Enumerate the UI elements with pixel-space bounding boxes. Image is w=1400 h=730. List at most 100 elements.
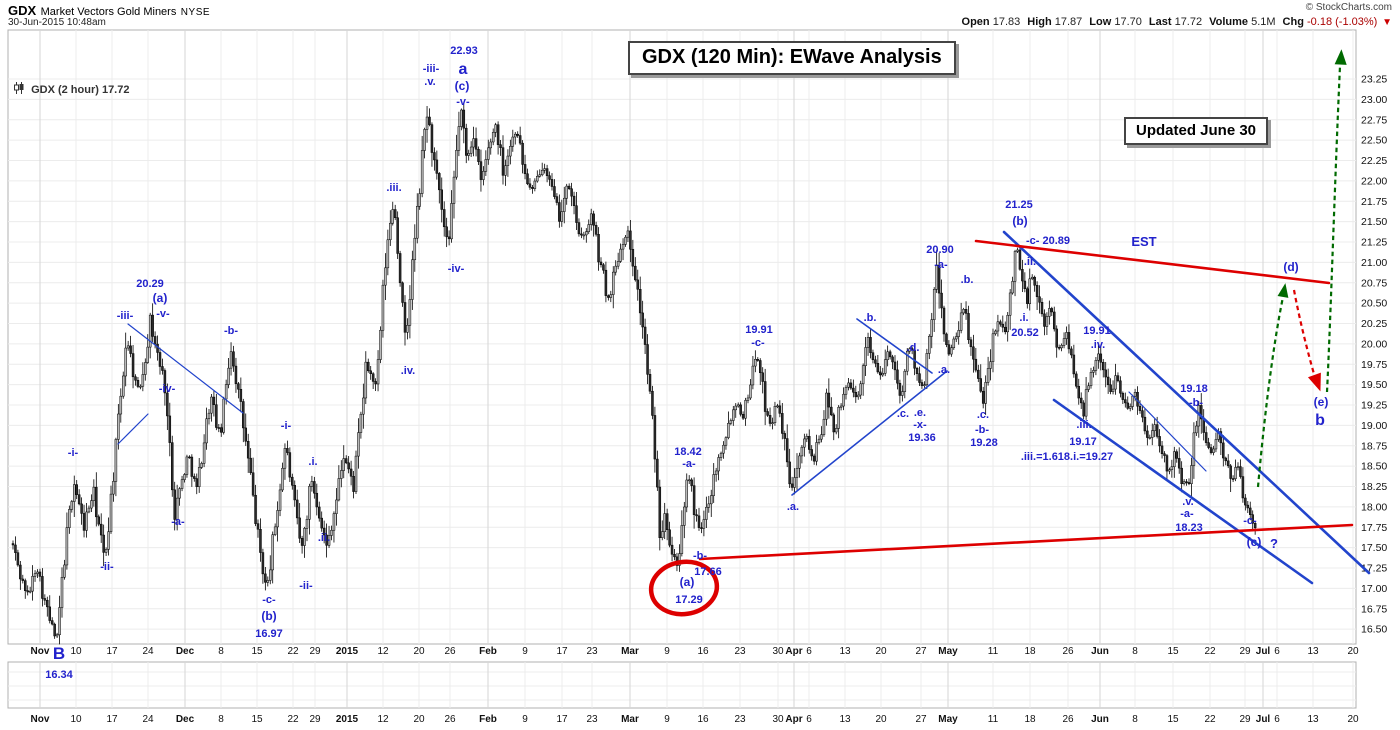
svg-text:18.75: 18.75 [1361, 440, 1387, 452]
svg-text:Jul: Jul [1256, 714, 1271, 725]
svg-text:26: 26 [1062, 714, 1074, 725]
wave-label: .b. [961, 274, 974, 286]
svg-text:19.25: 19.25 [1361, 400, 1387, 412]
wave-label: -a- [934, 259, 948, 271]
wave-label: .a. [787, 501, 799, 513]
wave-label: 19.17 [1069, 436, 1097, 448]
wave-label: -iii- [423, 63, 440, 75]
wave-label: .v. [424, 76, 435, 88]
wave-label: 19.91 [1083, 325, 1111, 337]
svg-text:29: 29 [309, 646, 321, 657]
svg-text:24: 24 [142, 646, 154, 657]
svg-text:16.75: 16.75 [1361, 603, 1387, 615]
svg-text:23.25: 23.25 [1361, 74, 1387, 86]
wave-label: -x- [913, 419, 927, 431]
quote-field-value: 17.87 [1051, 16, 1083, 28]
svg-text:Feb: Feb [479, 714, 497, 725]
svg-text:6: 6 [1274, 646, 1280, 657]
wave-label: .iii. [386, 182, 401, 194]
wave-label: .e. [914, 407, 926, 419]
wave-label: 20.52 [1011, 327, 1039, 339]
blue-trendline [1128, 391, 1207, 472]
wave-label: 17.29 [675, 594, 703, 606]
wave-annotations: 20.29(a)-iii- -v--b--iv--i--ii--a--i-.i..… [45, 45, 1328, 681]
svg-text:22: 22 [287, 714, 299, 725]
svg-text:22.25: 22.25 [1361, 155, 1387, 167]
svg-text:10: 10 [70, 714, 82, 725]
wave-label: -a- [1180, 508, 1194, 520]
wave-label: (c) [1247, 535, 1262, 549]
blue-trendline [1052, 398, 1314, 585]
svg-text:21.25: 21.25 [1361, 237, 1387, 249]
wave-label: .i. [308, 456, 317, 468]
svg-text:15: 15 [1167, 714, 1179, 725]
svg-text:Jul: Jul [1256, 646, 1271, 657]
quote-field-value: 5.1M [1248, 16, 1276, 28]
blue-trendline [127, 323, 244, 414]
svg-text:20: 20 [1347, 714, 1359, 725]
wave-label: (d) [1283, 260, 1298, 274]
wave-label: (a) [153, 291, 168, 305]
chart-legend-label: GDX (2 hour) 17.72 [31, 84, 130, 96]
quote-field-label: Low [1089, 16, 1112, 28]
copyright-label: © StockCharts.com [1305, 2, 1392, 13]
svg-text:15: 15 [1167, 646, 1179, 657]
wave-label: .i. [1019, 312, 1028, 324]
wave-label: b [1315, 412, 1325, 429]
svg-text:9: 9 [522, 646, 528, 657]
quote-field-label: Volume [1209, 16, 1249, 28]
svg-text:17: 17 [556, 646, 568, 657]
chart-title-box: GDX (120 Min): EWave Analysis [628, 41, 956, 75]
svg-text:20: 20 [413, 714, 425, 725]
chart-timestamp: 30-Jun-2015 10:48am [8, 17, 106, 28]
projection-arrows [1256, 49, 1347, 488]
wave-label: (b) [261, 609, 276, 623]
red-projection-arrow-head [1307, 372, 1321, 392]
svg-text:17: 17 [556, 714, 568, 725]
quote-field-label: Chg [1282, 16, 1304, 28]
x-axis-labels-row2: Nov 10 17 24 Dec 8 15 22 29 2015 12 20 26 Feb 9 17 23 Mar… [31, 714, 1359, 725]
chart-legend: GDX (2 hour) 17.72 [14, 82, 129, 97]
wave-label: -iv- [448, 263, 465, 275]
wave-label: 19.28 [970, 437, 998, 449]
wave-label: -b- [1189, 397, 1203, 409]
svg-text:Apr: Apr [785, 646, 802, 657]
quote-summary: Open 17.83 High 17.87 Low 17.70 Last 17.72 V… [955, 16, 1392, 28]
svg-text:6: 6 [1274, 714, 1280, 725]
wave-label: .a. [938, 364, 950, 376]
svg-text:27: 27 [915, 646, 927, 657]
svg-text:20.50: 20.50 [1361, 298, 1387, 310]
blue-trendline [1002, 230, 1371, 575]
svg-text:17.50: 17.50 [1361, 542, 1387, 554]
wave-label: .b. [864, 312, 877, 324]
wave-label: -iv- [159, 383, 176, 395]
svg-text:Nov: Nov [31, 714, 50, 725]
wave-label: -a- [171, 516, 185, 528]
change-down-icon: ▼ [1379, 17, 1392, 28]
svg-text:8: 8 [1132, 714, 1138, 725]
svg-text:Dec: Dec [176, 646, 195, 657]
wave-label: -i- [68, 447, 79, 459]
wave-label: (a) [680, 575, 695, 589]
red-highlight-ellipse [648, 559, 720, 617]
wave-label: a [459, 61, 468, 78]
svg-text:8: 8 [1132, 646, 1138, 657]
svg-text:15: 15 [251, 646, 263, 657]
svg-text:22.75: 22.75 [1361, 114, 1387, 126]
blue-trendline [856, 318, 933, 374]
wave-label: 16.97 [255, 628, 283, 640]
wave-label: .iii.=1.618.i.=19.27 [1021, 451, 1113, 463]
svg-text:9: 9 [664, 714, 670, 725]
quote-field-value: 17.72 [1171, 16, 1203, 28]
svg-text:24: 24 [142, 714, 154, 725]
wave-label: 20.90 [926, 244, 954, 256]
wave-label: 19.36 [908, 432, 936, 444]
svg-text:23: 23 [734, 646, 746, 657]
green-projection-arrow-2-head [1334, 49, 1347, 65]
wave-label: .c. [977, 409, 989, 421]
svg-text:17: 17 [106, 646, 118, 657]
svg-text:30: 30 [772, 646, 784, 657]
quote-field-label: Last [1148, 16, 1172, 28]
candlestick-icon [14, 82, 24, 97]
